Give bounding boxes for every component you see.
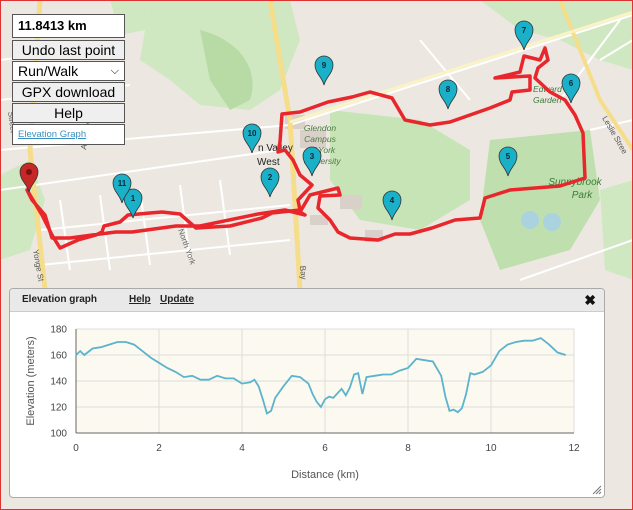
route-marker-8[interactable]: 8 xyxy=(438,79,458,110)
route-marker-10[interactable]: 10 xyxy=(242,123,262,154)
road xyxy=(558,0,633,152)
elevation-graph-link[interactable]: Elevation Graph xyxy=(12,124,125,145)
x-tick-label: 6 xyxy=(322,443,328,454)
building xyxy=(310,215,328,225)
route-marker-5[interactable]: 5 xyxy=(498,146,518,177)
road xyxy=(267,0,303,291)
park-area xyxy=(600,180,633,280)
elevation-chart: 100 120 140 160 180 0 2 4 6 8 10 12 Distance (km) Ele… xyxy=(25,325,580,482)
mode-select-value: Run/Walk xyxy=(18,63,79,79)
y-axis-label: Elevation (meters) xyxy=(25,336,37,425)
route-marker-7[interactable]: 7 xyxy=(514,20,534,51)
building xyxy=(300,130,326,148)
route-marker-11[interactable]: 11 xyxy=(112,173,132,204)
route-marker-4[interactable]: 4 xyxy=(382,190,402,221)
park-area xyxy=(330,110,470,230)
svg-text:7: 7 xyxy=(522,26,527,35)
x-axis-label: Distance (km) xyxy=(291,469,359,481)
map-label-bayview: Bay xyxy=(298,265,308,280)
svg-text:4: 4 xyxy=(390,196,395,205)
svg-text:6: 6 xyxy=(569,79,574,88)
svg-text:9: 9 xyxy=(322,61,327,70)
route-marker-3[interactable]: 3 xyxy=(302,146,322,177)
route-marker-6[interactable]: 6 xyxy=(561,73,581,104)
help-button[interactable]: Help xyxy=(12,103,125,123)
resize-grip-icon[interactable] xyxy=(592,485,602,495)
svg-text:3: 3 xyxy=(310,152,315,161)
route-marker-9[interactable]: 9 xyxy=(314,55,334,86)
route-marker-1[interactable]: 1 xyxy=(123,188,143,219)
elevation-panel: Elevation graph Help Update ✖ 100 120 140 1… xyxy=(9,288,605,498)
y-tick-label: 180 xyxy=(50,325,67,336)
svg-text:8: 8 xyxy=(446,85,451,94)
pond xyxy=(521,211,539,229)
x-tick-label: 8 xyxy=(405,443,411,454)
gpx-download-button[interactable]: GPX download xyxy=(12,82,125,102)
svg-text:11: 11 xyxy=(118,179,127,188)
y-tick-label: 140 xyxy=(50,377,67,388)
park-area xyxy=(200,30,253,110)
elevation-series-line xyxy=(75,337,566,415)
x-tick-label: 2 xyxy=(156,443,162,454)
road xyxy=(289,10,633,124)
y-tick-label: 120 xyxy=(50,403,67,414)
mode-select[interactable]: Run/Walk ⌵ xyxy=(12,61,125,81)
undo-last-point-button[interactable]: Undo last point xyxy=(12,40,125,60)
map-label-valley: n Valley West xyxy=(257,143,293,168)
elevation-panel-title: Elevation graph xyxy=(22,294,98,305)
building xyxy=(340,195,362,209)
distance-readout: 11.8413 km xyxy=(12,14,125,38)
x-tick-label: 4 xyxy=(239,443,245,454)
start-marker-icon[interactable] xyxy=(19,162,39,193)
svg-text:10: 10 xyxy=(248,129,257,138)
y-tick-label: 100 xyxy=(50,429,67,440)
x-tick-label: 10 xyxy=(485,443,497,454)
x-tick-label: 12 xyxy=(568,443,580,454)
elevation-panel-header[interactable]: Elevation graph Help Update ✖ xyxy=(10,289,604,312)
close-icon[interactable]: ✖ xyxy=(584,292,596,308)
x-tick-label: 0 xyxy=(73,443,79,454)
route-line xyxy=(25,46,587,250)
svg-text:5: 5 xyxy=(506,152,511,161)
svg-text:1: 1 xyxy=(131,194,136,203)
pond xyxy=(543,213,561,231)
y-tick-label: 160 xyxy=(50,351,67,362)
elevation-help-link[interactable]: Help xyxy=(129,294,151,305)
elevation-update-link[interactable]: Update xyxy=(160,294,194,305)
svg-text:2: 2 xyxy=(268,173,273,182)
chevron-down-icon: ⌵ xyxy=(110,65,119,77)
route-marker-2[interactable]: 2 xyxy=(260,167,280,198)
